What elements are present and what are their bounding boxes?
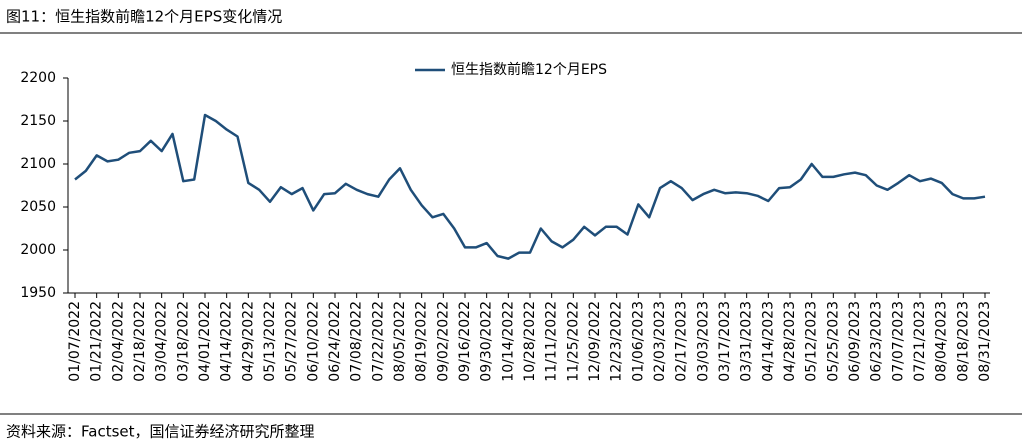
x-tick-label: 07/08/2022 <box>349 301 365 382</box>
y-tick-label: 1950 <box>20 285 56 301</box>
x-tick-label: 10/28/2022 <box>522 301 538 382</box>
x-tick-label: 08/19/2022 <box>414 301 430 382</box>
x-tick-label: 08/05/2022 <box>392 301 408 382</box>
x-tick-label: 02/17/2023 <box>674 301 690 382</box>
x-tick-label: 03/04/2022 <box>154 301 170 382</box>
x-tick-label: 11/11/2022 <box>544 301 560 382</box>
x-tick-label: 09/02/2022 <box>435 301 451 382</box>
x-tick-label: 07/22/2022 <box>370 301 386 382</box>
x-tick-label: 04/01/2022 <box>197 301 213 382</box>
x-tick-label: 01/21/2022 <box>89 301 105 382</box>
y-tick-label: 2100 <box>20 156 56 172</box>
x-tick-label: 12/09/2022 <box>587 301 603 382</box>
x-tick-label: 06/23/2023 <box>869 301 885 382</box>
x-tick-label: 04/29/2022 <box>240 301 256 382</box>
x-tick-label: 03/31/2023 <box>739 301 755 382</box>
x-tick-label: 11/25/2022 <box>565 301 581 382</box>
x-tick-label: 01/06/2023 <box>630 301 646 382</box>
y-tick-label: 2000 <box>20 242 56 258</box>
x-tick-label: 05/27/2022 <box>284 301 300 382</box>
x-tick-label: 01/07/2022 <box>67 301 83 382</box>
x-tick-label: 03/18/2022 <box>175 301 191 382</box>
y-tick-label: 2200 <box>20 70 56 86</box>
x-tick-label: 03/17/2023 <box>717 301 733 382</box>
x-tick-label: 04/28/2023 <box>782 301 798 382</box>
x-tick-label: 04/14/2022 <box>219 301 235 382</box>
x-tick-label: 08/04/2023 <box>934 301 950 382</box>
x-tick-label: 02/04/2022 <box>110 301 126 382</box>
x-tick-label: 06/09/2023 <box>847 301 863 382</box>
x-tick-label: 05/13/2022 <box>262 301 278 382</box>
footer-source: 资料来源：Factset，国信证券经济研究所整理 <box>6 423 315 441</box>
x-tick-label: 05/25/2023 <box>825 301 841 382</box>
x-tick-label: 02/18/2022 <box>132 301 148 382</box>
x-tick-label: 10/14/2022 <box>500 301 516 382</box>
header-title: 图11：恒生指数前瞻12个月EPS变化情况 <box>6 8 282 26</box>
x-tick-label: 02/03/2023 <box>652 301 668 382</box>
x-tick-label: 09/16/2022 <box>457 301 473 382</box>
x-tick-label: 06/24/2022 <box>327 301 343 382</box>
legend-label: 恒生指数前瞻12个月EPS <box>451 61 607 78</box>
x-tick-label: 08/31/2023 <box>977 301 993 382</box>
x-tick-label: 12/23/2022 <box>609 301 625 382</box>
y-tick-label: 2050 <box>20 199 56 215</box>
x-tick-label: 03/03/2023 <box>695 301 711 382</box>
x-tick-label: 04/14/2023 <box>760 301 776 382</box>
y-tick-label: 2150 <box>20 113 56 129</box>
x-tick-label: 07/21/2023 <box>912 301 928 382</box>
x-tick-label: 06/10/2022 <box>305 301 321 382</box>
x-tick-label: 09/30/2022 <box>479 301 495 382</box>
x-tick-label: 07/07/2023 <box>890 301 906 382</box>
x-tick-label: 05/12/2023 <box>804 301 820 382</box>
x-tick-label: 08/18/2023 <box>955 301 971 382</box>
series-line <box>74 113 986 260</box>
